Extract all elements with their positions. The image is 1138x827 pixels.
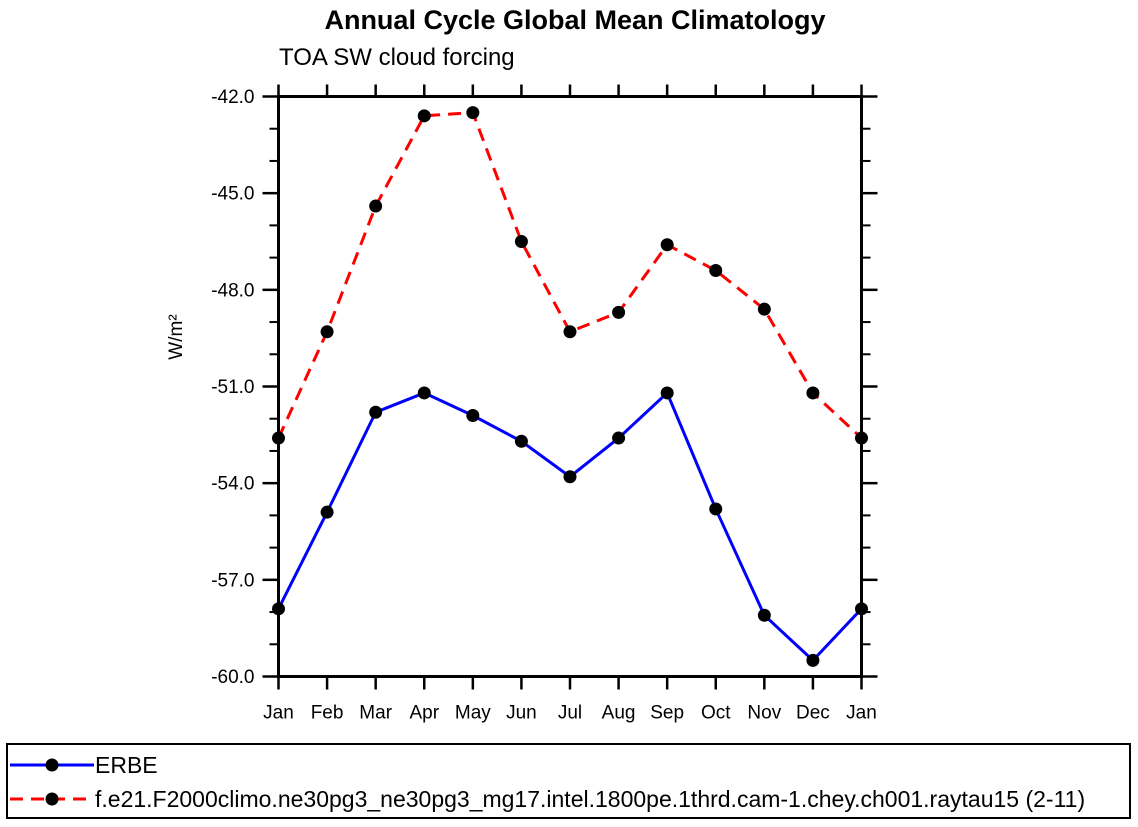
- data-point-marker: [806, 386, 820, 400]
- y-tick-label: -45.0: [211, 184, 254, 205]
- data-point-marker: [514, 434, 528, 448]
- y-tick-label: -57.0: [211, 570, 254, 591]
- data-point-marker: [466, 409, 480, 422]
- data-point-marker: [855, 431, 868, 445]
- axis-frame: [277, 95, 863, 678]
- x-tick-label: Jan: [263, 703, 294, 724]
- data-point-marker: [563, 325, 577, 339]
- data-point-marker: [320, 505, 334, 519]
- x-tick-label: Sep: [650, 703, 684, 724]
- legend-item: ERBE: [10, 749, 158, 781]
- legend-label: f.e21.F2000climo.ne30pg3_ne30pg3_mg17.in…: [95, 785, 1086, 812]
- x-tick-label: Dec: [796, 703, 830, 724]
- data-point-marker: [660, 238, 674, 252]
- data-point-marker: [369, 405, 383, 419]
- x-tick-label: Oct: [701, 703, 731, 724]
- y-tick-label: -51.0: [211, 377, 254, 398]
- x-tick-label: Jan: [846, 703, 877, 724]
- data-point-marker: [320, 325, 334, 339]
- data-point-marker: [514, 235, 528, 248]
- data-point-marker: [417, 386, 431, 400]
- legend-line-sample: [10, 792, 94, 806]
- y-tick-label: -54.0: [211, 474, 254, 495]
- chart-subtitle: TOA SW cloud forcing: [279, 44, 515, 71]
- chart-title: Annual Cycle Global Mean Climatology: [324, 5, 826, 35]
- x-tick-label: Mar: [359, 703, 392, 724]
- series-line-model: [277, 111, 863, 440]
- data-point-marker: [709, 264, 723, 277]
- data-point-marker: [806, 653, 820, 667]
- data-point-marker: [612, 431, 626, 445]
- plot-area: -42.0 -45.0 -48.0 -51.0 -54.0 -57.0 -60.0 Jan Fe…: [211, 84, 878, 724]
- data-point-marker: [272, 431, 285, 445]
- legend-item: f.e21.F2000climo.ne30pg3_ne30pg3_mg17.in…: [10, 783, 1085, 815]
- x-tick-label: Feb: [311, 703, 344, 724]
- series-line-erbe: [277, 390, 863, 663]
- x-tick-label: Apr: [409, 703, 439, 724]
- data-point-marker: [563, 470, 577, 484]
- x-tick-label: Nov: [747, 703, 781, 724]
- x-tick-label: May: [455, 703, 491, 724]
- x-tick-label: Jul: [558, 703, 582, 724]
- data-point-marker: [757, 302, 771, 316]
- data-point-marker: [660, 386, 674, 400]
- legend: ERBE f.e21.F2000climo.ne30pg3_ne30pg3_mg1…: [6, 743, 1131, 819]
- data-point-marker: [757, 608, 771, 622]
- legend-label: ERBE: [95, 751, 158, 778]
- y-tick-label: -60.0: [211, 667, 254, 688]
- x-tick-label: Aug: [602, 703, 636, 724]
- data-point-marker: [272, 602, 285, 616]
- data-point-marker: [855, 602, 868, 616]
- data-point-marker: [466, 106, 480, 120]
- data-point-marker: [417, 109, 431, 123]
- x-tick-label: Jun: [506, 703, 537, 724]
- data-point-marker: [369, 199, 383, 213]
- y-tick-label: -42.0: [211, 87, 254, 108]
- data-point-marker: [709, 502, 723, 516]
- y-tick-label: -48.0: [211, 280, 254, 301]
- legend-line-sample: [10, 758, 94, 772]
- data-point-marker: [612, 305, 626, 319]
